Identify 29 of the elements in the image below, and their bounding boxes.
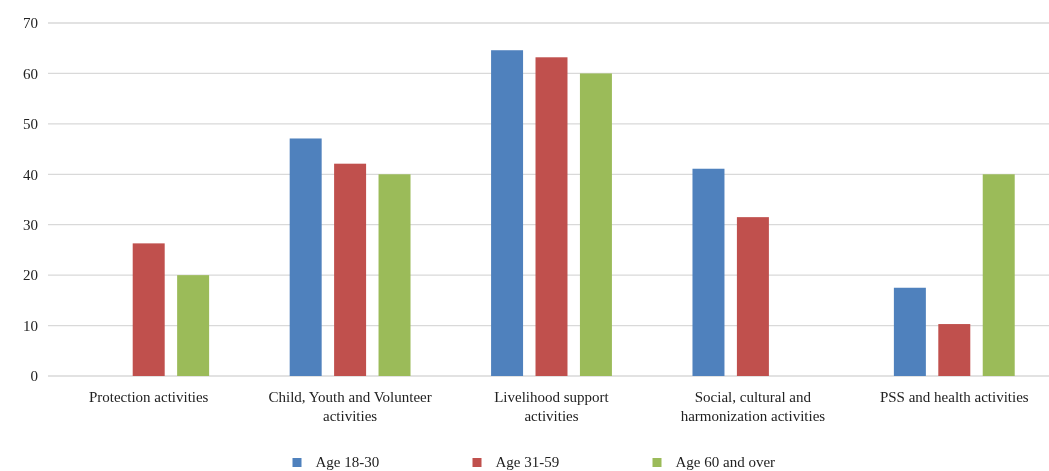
y-tick-label: 60: [23, 65, 38, 82]
bar: [938, 324, 971, 376]
x-tick-label: Protection activities: [88, 389, 209, 405]
y-tick-label: 50: [23, 116, 38, 133]
legend-label: Age 31-59: [495, 454, 560, 470]
bar: [736, 217, 769, 376]
bar: [132, 243, 165, 376]
y-tick-label: 70: [23, 15, 38, 32]
x-tick-label: Social, cultural and harmonization activities: [680, 389, 826, 424]
bar: [692, 168, 725, 376]
y-tick-label: 20: [23, 267, 38, 284]
bar: [491, 50, 524, 376]
bar: [289, 138, 322, 376]
x-tick-label: PSS and health activities: [879, 389, 1029, 405]
bar: [378, 174, 411, 376]
legend-label: Age 60 and over: [675, 454, 776, 470]
bar: [579, 73, 612, 376]
bar: [893, 287, 926, 376]
bar: [177, 275, 210, 376]
y-tick-label: 10: [23, 317, 38, 334]
bar: [334, 163, 367, 376]
bar: [535, 57, 568, 376]
y-tick-label: 30: [23, 216, 38, 233]
x-tick-label: Child, Youth and Volunteer activities: [268, 389, 432, 424]
x-tick-label: Livelihood support activities: [494, 389, 610, 424]
bar: [982, 174, 1015, 376]
legend-label: Age 18-30: [315, 454, 380, 470]
y-tick-label: 0: [30, 368, 38, 385]
y-tick-label: 40: [23, 166, 38, 183]
